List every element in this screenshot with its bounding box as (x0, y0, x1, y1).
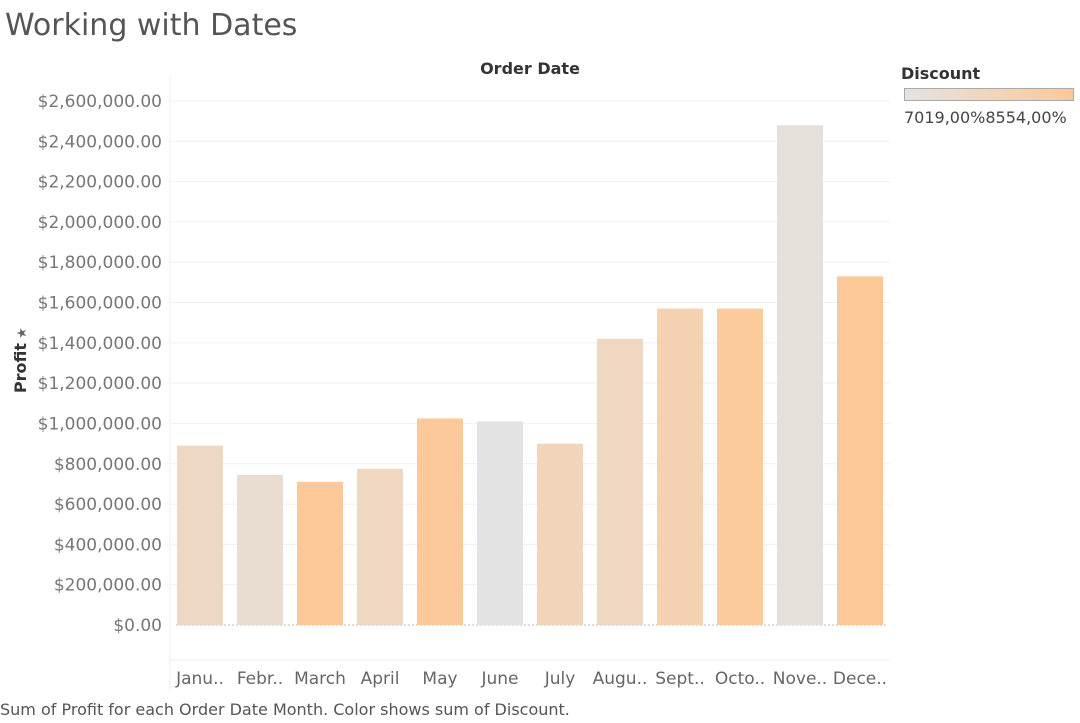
x-tick-label: Nove.. (773, 669, 827, 689)
bar-9[interactable] (657, 308, 703, 625)
y-tick-label: $400,000.00 (54, 535, 162, 555)
y-tick-label: $600,000.00 (54, 495, 162, 515)
x-tick-label: June (480, 669, 518, 689)
y-tick-label: $1,400,000.00 (38, 334, 162, 354)
legend-max-label: 8554,00% (985, 108, 1067, 127)
bar-10[interactable] (717, 308, 763, 625)
x-tick-label: Augu.. (593, 669, 648, 689)
legend-color-ramp[interactable] (904, 88, 1074, 101)
y-tick-label: $800,000.00 (54, 455, 162, 475)
x-tick-label: July (544, 669, 576, 689)
bar-11[interactable] (777, 125, 823, 625)
page-title: Working with Dates (5, 8, 298, 43)
y-tick-label: $2,200,000.00 (38, 173, 162, 193)
legend-title: Discount (901, 64, 981, 83)
x-tick-label: May (422, 669, 457, 689)
legend-min-label: 7019,00% (904, 108, 986, 127)
y-tick-label: $1,200,000.00 (38, 374, 162, 394)
bar-5[interactable] (417, 418, 463, 625)
y-tick-label: $0.00 (113, 616, 162, 636)
y-tick-label: $2,000,000.00 (38, 213, 162, 233)
bar-4[interactable] (357, 468, 403, 625)
x-tick-label: Dece.. (833, 669, 887, 689)
bar-7[interactable] (537, 443, 583, 625)
x-tick-label: March (294, 669, 346, 689)
chart-caption: Sum of Profit for each Order Date Month.… (0, 700, 570, 719)
x-tick-label: Janu.. (175, 669, 224, 689)
bar-1[interactable] (177, 445, 223, 625)
x-tick-label: April (361, 669, 400, 689)
y-tick-label: $1,800,000.00 (38, 253, 162, 273)
y-tick-label: $1,000,000.00 (38, 414, 162, 434)
y-tick-label: $200,000.00 (54, 576, 162, 596)
y-tick-label: $2,400,000.00 (38, 132, 162, 152)
x-axis-title: Order Date (480, 59, 580, 78)
bar-3[interactable] (297, 481, 343, 625)
y-axis-title: Profit (11, 343, 30, 393)
bar-12[interactable] (837, 276, 883, 625)
bar-2[interactable] (237, 474, 283, 625)
y-tick-label: $2,600,000.00 (38, 92, 162, 112)
x-tick-label: Sept.. (655, 669, 705, 689)
legend-range-labels: 7019,00%8554,00% (904, 108, 1067, 127)
y-tick-label: $1,600,000.00 (38, 294, 162, 314)
pin-icon[interactable]: ★ (15, 327, 30, 339)
bar-8[interactable] (597, 338, 643, 625)
bar-6[interactable] (477, 421, 523, 625)
x-tick-label: Octo.. (715, 669, 765, 689)
x-tick-label: Febr.. (237, 669, 283, 689)
